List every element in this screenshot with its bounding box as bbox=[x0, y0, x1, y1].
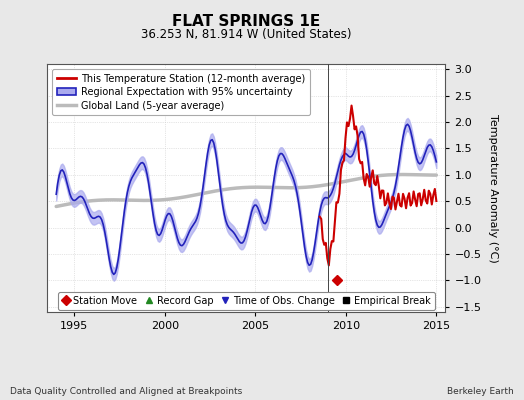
Y-axis label: Temperature Anomaly (°C): Temperature Anomaly (°C) bbox=[488, 114, 498, 262]
Text: Data Quality Controlled and Aligned at Breakpoints: Data Quality Controlled and Aligned at B… bbox=[10, 387, 243, 396]
Text: Berkeley Earth: Berkeley Earth bbox=[447, 387, 514, 396]
Legend: Station Move, Record Gap, Time of Obs. Change, Empirical Break: Station Move, Record Gap, Time of Obs. C… bbox=[58, 292, 435, 310]
Text: 36.253 N, 81.914 W (United States): 36.253 N, 81.914 W (United States) bbox=[141, 28, 352, 41]
Text: FLAT SPRINGS 1E: FLAT SPRINGS 1E bbox=[172, 14, 320, 29]
